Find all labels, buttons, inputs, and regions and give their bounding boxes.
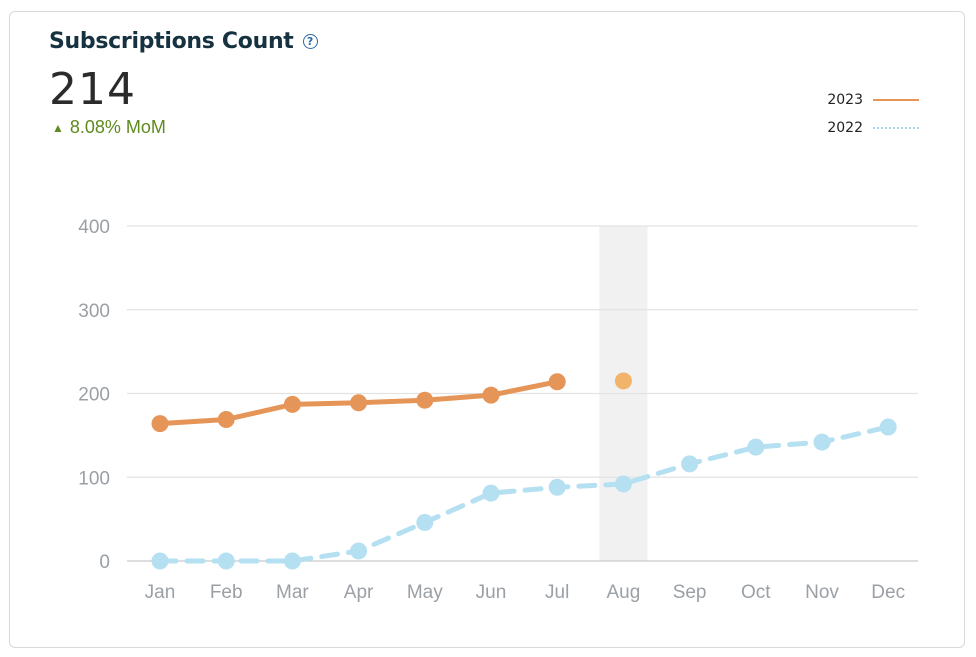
data-point-2023-feb (217, 410, 235, 428)
y-tick-label-0: 0 (99, 552, 110, 573)
data-point-2022-sep (681, 455, 699, 473)
current-value: 214 (49, 64, 136, 115)
data-point-2022-mar (283, 552, 301, 570)
data-point-2023-apr (350, 394, 368, 412)
legend-label-2022: 2022 (827, 120, 863, 136)
up-arrow-icon: ▲ (52, 120, 64, 135)
data-point-2022-jan (151, 552, 169, 570)
y-tick-label-300: 300 (78, 301, 110, 322)
series-line-2022 (157, 424, 891, 564)
x-tick-label-may: May (407, 582, 443, 603)
data-point-2023-may (416, 391, 434, 409)
x-tick-label-jun: Jun (476, 582, 507, 603)
x-tick-label-oct: Oct (741, 582, 771, 603)
legend-item-2022[interactable]: 2022 (827, 114, 919, 142)
y-tick-label-400: 400 (78, 217, 110, 238)
data-point-2022-feb (217, 552, 235, 570)
x-tick-label-jan: Jan (145, 582, 176, 603)
data-point-2022-jul (548, 478, 566, 496)
x-tick-label-feb: Feb (210, 582, 243, 603)
x-tick-label-dec: Dec (871, 582, 905, 603)
legend-line-2023 (873, 99, 919, 101)
data-point-2022-may (416, 513, 434, 531)
data-point-2023-aug-aug (614, 372, 632, 390)
title-row: Subscriptions Count ? (49, 29, 318, 54)
legend: 2023 2022 (827, 86, 919, 142)
x-tick-label-sep: Sep (673, 582, 707, 603)
data-point-2022-aug (614, 475, 632, 493)
data-point-2023-jul (548, 373, 566, 391)
mom-change-text: 8.08% MoM (69, 117, 166, 137)
x-tick-label-nov: Nov (805, 582, 839, 603)
data-point-2022-nov (813, 433, 831, 451)
legend-item-2023[interactable]: 2023 (827, 86, 919, 114)
x-tick-label-mar: Mar (276, 582, 309, 603)
x-tick-label-jul: Jul (545, 582, 569, 603)
legend-line-2022 (873, 127, 919, 129)
chart-card (9, 11, 965, 648)
data-point-2023-mar (283, 395, 301, 413)
chart-title: Subscriptions Count (49, 29, 294, 54)
data-point-2023-jan (151, 415, 169, 433)
data-point-2022-apr (350, 542, 368, 560)
x-tick-label-aug: Aug (606, 582, 640, 603)
data-point-2023-jun (482, 386, 500, 404)
data-point-2022-dec (879, 418, 897, 436)
y-tick-label-200: 200 (78, 385, 110, 406)
x-tick-label-apr: Apr (344, 582, 374, 603)
legend-label-2023: 2023 (827, 92, 863, 108)
data-point-2022-oct (747, 438, 765, 456)
question-circle-icon[interactable]: ? (302, 34, 318, 49)
data-point-2022-jun (482, 484, 500, 502)
mom-change: ▲ 8.08% MoM (52, 117, 166, 138)
y-tick-label-100: 100 (78, 468, 110, 489)
